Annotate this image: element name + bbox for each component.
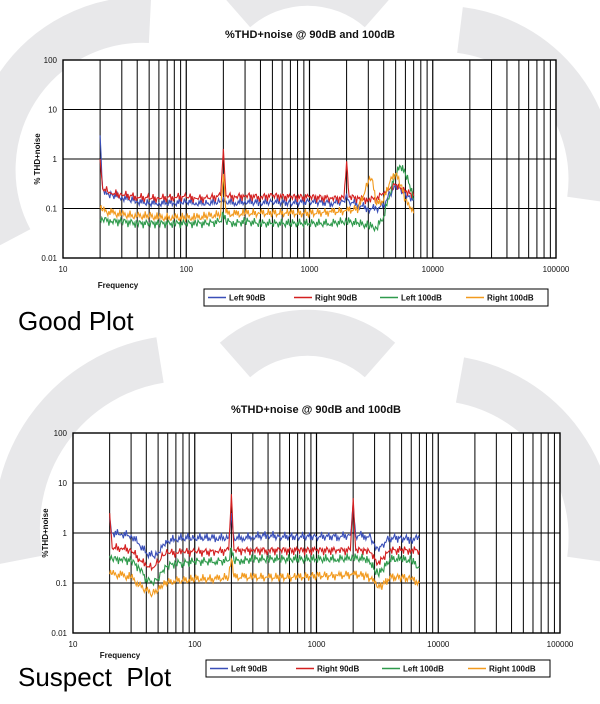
y-tick-label: 1 — [53, 155, 58, 164]
y-axis-label: %THD+noise — [41, 508, 50, 558]
x-tick-label: 10000 — [422, 265, 445, 274]
y-tick-label: 0.01 — [41, 254, 57, 263]
legend-label-left-100db: Left 100dB — [401, 294, 442, 303]
x-tick-label: 100000 — [543, 265, 570, 274]
x-tick-label: 1000 — [301, 265, 319, 274]
legend-label-right-90db: Right 90dB — [315, 294, 357, 303]
good-plot-chart: %THD+noise @ 90dB and 100dB 0.01 0.1 1 10 100… — [0, 0, 600, 340]
series-line-right-100db — [99, 172, 415, 223]
x-axis-label: Frequency — [98, 281, 139, 290]
series-line-left-90db — [99, 135, 414, 215]
x-tick-label: 10 — [59, 265, 68, 274]
legend-label-left-100db: Left 100dB — [403, 665, 444, 674]
x-tick-label: 100 — [188, 640, 202, 649]
legend-label-right-100db: Right 100dB — [489, 665, 536, 674]
good-plot-caption: Good Plot — [18, 306, 134, 336]
y-tick-label: 100 — [54, 429, 68, 438]
y-tick-label: 0.01 — [51, 629, 67, 638]
series-line-left-90db — [109, 502, 420, 560]
suspect-plot-svg: %THD+noise @ 90dB and 100dB 0.01 0.1 1 10 100… — [41, 404, 574, 678]
suspect-plot-chart: %THD+noise @ 90dB and 100dB 0.01 0.1 1 10 100… — [0, 360, 600, 700]
legend-box — [205, 659, 551, 678]
y-tick-label: 0.1 — [56, 579, 68, 588]
legend-label-left-90db: Left 90dB — [229, 294, 266, 303]
x-tick-label: 10000 — [427, 640, 450, 649]
suspect-plot-caption: Suspect Plot — [18, 662, 172, 692]
series-line-right-100db — [109, 557, 420, 598]
y-tick-label: 100 — [44, 56, 58, 65]
x-tick-label: 100000 — [547, 640, 574, 649]
legend-label-right-90db: Right 90dB — [317, 665, 359, 674]
good-plot-svg: %THD+noise @ 90dB and 100dB 0.01 0.1 1 10 100… — [33, 29, 570, 307]
chart-title: %THD+noise @ 90dB and 100dB — [231, 404, 401, 416]
x-axis-label: Frequency — [100, 651, 141, 660]
legend-label-left-90db: Left 90dB — [231, 665, 268, 674]
x-tick-label: 100 — [180, 265, 194, 274]
legend-label-right-100db: Right 100dB — [487, 294, 534, 303]
series-line-left-100db — [99, 164, 415, 233]
y-axis-label: % THD+noise — [33, 133, 42, 185]
y-tick-label: 1 — [63, 529, 68, 538]
x-tick-label: 1000 — [308, 640, 326, 649]
legend-box — [203, 288, 549, 307]
y-tick-label: 10 — [48, 106, 57, 115]
plot-frame — [72, 432, 561, 634]
series-line-left-100db — [109, 547, 420, 587]
y-tick-label: 10 — [58, 479, 67, 488]
plot-frame — [62, 59, 557, 259]
chart-title: %THD+noise @ 90dB and 100dB — [225, 29, 395, 41]
series-line-right-90db — [109, 494, 420, 572]
x-tick-label: 10 — [69, 640, 78, 649]
y-tick-label: 0.1 — [46, 205, 58, 214]
